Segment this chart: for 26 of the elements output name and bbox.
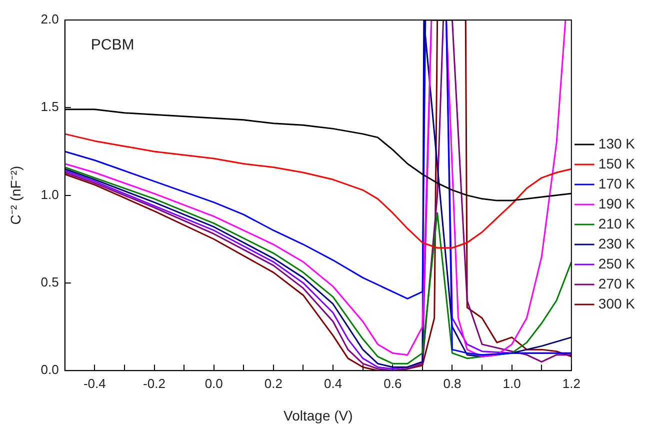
legend-label: 300 K [598,295,636,312]
x-tick-label: 0.8 [443,376,462,391]
y-tick-label: 1.5 [40,99,59,114]
y-tick-label: 1.0 [40,186,59,202]
x-tick-label: 1.0 [502,376,521,391]
legend-label: 210 K [598,215,636,232]
legend-label: 250 K [598,255,636,272]
legend-label: 230 K [598,235,636,252]
x-tick-label: 0.4 [324,376,342,391]
x-tick-label: 0.0 [204,376,223,391]
legend-label: 130 K [598,135,636,152]
x-tick-label: 0.2 [264,376,282,391]
y-tick-label: 0.5 [40,274,59,290]
x-tick-label: 0.6 [384,376,402,391]
y-tick-label: 0.0 [40,362,59,378]
x-tick-label: -0.2 [143,376,166,391]
x-tick-label: -0.4 [83,376,106,391]
x-tick-label: 1.2 [562,376,580,391]
y-tick-label: 2.0 [40,12,59,27]
x-axis-title: Voltage (V) [284,407,353,424]
annotation: PCBM [90,36,134,54]
y-axis-title: C⁻² (nF⁻²) [7,166,24,225]
legend-label: 190 K [598,195,636,212]
legend-label: 170 K [598,175,636,192]
legend-label: 150 K [598,155,636,172]
legend-label: 270 K [598,275,636,292]
